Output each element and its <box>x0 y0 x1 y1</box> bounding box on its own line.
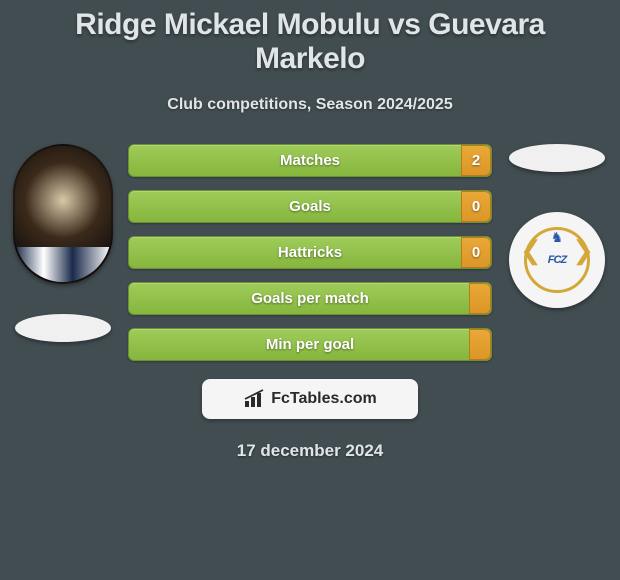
stat-bar-goals: Goals 0 <box>128 190 492 223</box>
stat-bar-matches: Matches 2 <box>128 144 492 177</box>
left-player-column <box>8 144 118 342</box>
laurel-icon: ❮ <box>520 235 540 285</box>
stat-label: Matches <box>280 152 340 169</box>
stat-label: Goals per match <box>251 290 369 307</box>
stat-bar-gpm: Goals per match <box>128 282 492 315</box>
stat-bar-mpg: Min per goal <box>128 328 492 361</box>
stat-bar-hattricks: Hattricks 0 <box>128 236 492 269</box>
footer-date: 17 december 2024 <box>0 441 620 461</box>
stat-bar-right-gpm <box>469 283 491 314</box>
stat-bar-right-goals: 0 <box>461 191 491 222</box>
player-avatar-left <box>13 144 113 284</box>
stat-bar-right-hattricks: 0 <box>461 237 491 268</box>
stat-bar-right-mpg <box>469 329 491 360</box>
stat-bar-right-matches: 2 <box>461 145 491 176</box>
page-title: Ridge Mickael Mobulu vs Guevara Markelo <box>0 8 620 76</box>
player-logo-placeholder-left <box>15 314 111 342</box>
stat-label: Min per goal <box>266 336 354 353</box>
stat-value: 0 <box>472 198 480 215</box>
stat-label: Hattricks <box>278 244 342 261</box>
stat-value: 2 <box>472 152 480 169</box>
club-code: FCZ <box>548 254 566 266</box>
right-player-column: ❮ ❮ ♞ FCZ <box>502 144 612 308</box>
content-row: Matches 2 Goals 0 Hattricks 0 Goals per … <box>0 114 620 361</box>
laurel-icon: ❮ <box>574 235 594 285</box>
player-logo-placeholder-right <box>509 144 605 172</box>
stat-value: 0 <box>472 244 480 261</box>
club-badge: ❮ ❮ ♞ FCZ <box>524 227 590 293</box>
page-subtitle: Club competitions, Season 2024/2025 <box>0 96 620 114</box>
brand-text: FcTables.com <box>271 390 377 408</box>
stat-label: Goals <box>289 198 331 215</box>
club-logo-right: ❮ ❮ ♞ FCZ <box>509 212 605 308</box>
brand-badge: FcTables.com <box>202 379 418 419</box>
stats-bars: Matches 2 Goals 0 Hattricks 0 Goals per … <box>128 144 492 361</box>
lion-icon: ♞ <box>551 229 564 246</box>
bar-chart-icon <box>243 389 267 409</box>
